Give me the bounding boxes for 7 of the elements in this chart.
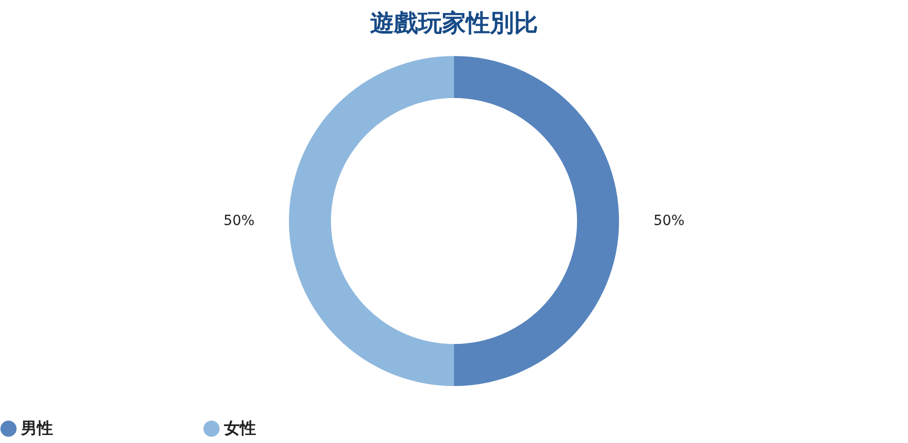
- data-label: 50%: [653, 213, 685, 229]
- legend-label: 女性: [223, 418, 256, 438]
- chart-title: 遊戲玩家性別比: [370, 9, 538, 37]
- data-label: 50%: [223, 213, 255, 229]
- donut-slice: [454, 56, 619, 386]
- donut-slice: [289, 56, 454, 386]
- legend-label: 男性: [20, 418, 53, 438]
